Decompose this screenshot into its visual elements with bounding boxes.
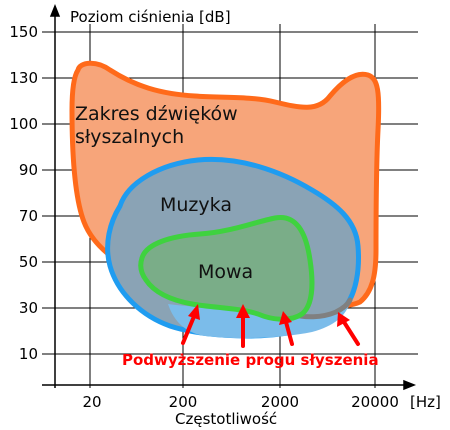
y-tick-label: 90 [19,161,38,179]
arrow-head-icon [188,304,200,320]
x-tick-label: 20 [82,393,101,411]
annotation-arrows [181,304,360,348]
y-axis-arrow-icon [49,3,61,17]
arrow-head-icon [236,304,250,318]
axes [42,3,417,391]
arrow-line [342,320,360,346]
y-axis-label: Poziom ciśnienia [dB] [70,8,231,26]
y-tick-label: 70 [19,207,38,225]
threshold-shift-annotation: Podwyższenie progu słyszenia [122,351,379,369]
threshold-shift-band [168,302,350,339]
y-tick-label: 130 [9,69,38,87]
y-tick-label: 30 [19,299,38,317]
music-range-label: Muzyka [160,194,232,216]
hearing-range-label-line2: słyszalnych [75,126,184,148]
threshold-shift-line [287,297,353,320]
hearing-range-label-line1: Zakres dźwięków [75,103,238,125]
y-tick-label: 100 [9,115,38,133]
arrow-head-icon [337,312,350,327]
x-axis-label: Częstotliwość [175,410,277,428]
y-tick-label: 150 [9,23,38,41]
x-tick-label: 200 [169,393,198,411]
y-tick-label: 50 [19,253,38,271]
arrow-head-icon [279,311,292,325]
speech-range-label: Mowa [198,261,253,283]
x-axis-arrow-icon [403,379,417,391]
x-axis-unit: [Hz] [410,393,441,411]
arrow-line [181,312,197,345]
x-tick-label: 2000 [261,393,299,411]
arrow-line [284,320,294,346]
y-tick-labels: 150 130 100 90 70 50 30 10 [9,23,38,363]
speech-range-region [138,214,315,322]
x-tick-label: 20000 [351,393,399,411]
x-tick-labels: 20 200 2000 20000 [82,393,398,411]
y-tick-label: 10 [19,345,38,363]
